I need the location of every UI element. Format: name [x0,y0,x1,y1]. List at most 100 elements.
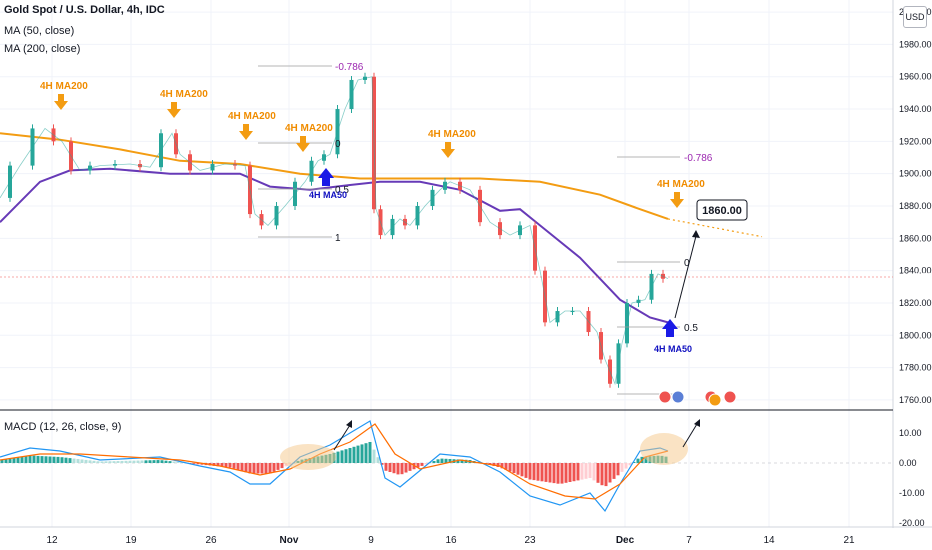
time-tick-label: Dec [616,535,635,546]
macd-histogram-bar [196,463,200,465]
macd-histogram-bar [544,463,548,482]
macd-histogram-bar [588,463,592,478]
macd-histogram-bar [368,442,372,463]
price-tick-label: 1800.00 [899,330,932,340]
macd-histogram-bar [152,460,156,463]
macd-histogram-bar [116,461,120,463]
macd-tick-label: 0.00 [899,458,917,468]
macd-histogram-bar [276,463,280,470]
macd-histogram-bar [424,463,428,465]
macd-histogram-bar [596,463,600,483]
projection-arrow [674,230,700,319]
macd-histogram-bar [372,449,376,463]
macd-histogram-bar [32,455,36,463]
macd-histogram-bar [644,456,648,463]
macd-histogram-bar [16,457,20,463]
macd-histogram-bar [400,463,404,475]
price-tick-label: 1840.00 [899,266,932,276]
macd-histogram-bar [516,463,520,475]
macd-histogram-bar [540,463,544,482]
macd-histogram-bar [124,460,128,463]
svg-text:4H MA200: 4H MA200 [160,89,208,100]
ma200-legend[interactable]: MA (200, close) [4,43,81,55]
ma200-dotted-projection [667,218,763,238]
macd-histogram-bar [212,463,216,466]
macd-histogram-bar [280,463,284,469]
macd-histogram-bar [36,455,40,463]
macd-histogram-bar [376,457,380,463]
macd-histogram-bar [616,463,620,476]
economic-event-icons [658,390,737,407]
macd-histogram-bar [564,463,568,483]
macd-histogram-bar [220,463,224,467]
ma50-legend[interactable]: MA (50, close) [4,25,75,37]
macd-histogram-bar [380,463,384,465]
time-tick-label: 14 [763,535,775,546]
macd-histogram-bar [24,456,28,463]
macd-histogram-bar [524,463,528,478]
price-line [0,76,669,386]
macd-histogram-bar [396,463,400,475]
macd-histogram-bar [8,458,12,463]
macd-histogram-bar [96,461,100,463]
macd-histogram-bar [108,461,112,463]
candle-body [570,311,575,313]
macd-histogram-bar [384,463,388,471]
macd-histogram-bar [144,460,148,463]
macd-histogram-bar [264,463,268,474]
macd-histogram-bar [432,460,436,463]
time-tick-label: 9 [368,535,374,546]
macd-histogram-bar [0,459,4,463]
macd-histogram-bar [352,446,356,463]
macd-histogram-bar [576,463,580,481]
time-tick-label: 19 [125,535,137,546]
fib-label-1-left: 1 [335,233,341,244]
macd-histogram-bar [444,458,448,463]
ma200-projection [667,218,763,238]
macd-series-line [0,420,669,513]
macd-histogram-bar [636,458,640,463]
macd-tick-label: -10.00 [899,488,925,498]
macd-histogram-bar [604,463,608,487]
moving-average-lines [0,132,669,324]
fib-retracement-left: -0.786 0 0.5 1 [258,62,364,244]
svg-text:4H MA50: 4H MA50 [309,190,347,200]
macd-histogram-bar [360,444,364,463]
macd-histogram-bar [632,461,636,463]
macd-histogram-bar [100,461,104,463]
macd-histogram-bar [600,463,604,486]
macd-histogram-bar [392,463,396,474]
fib-label-neg786-left: -0.786 [335,62,364,73]
macd-histogram-bar [48,456,52,463]
macd-histogram-bar [44,456,48,463]
macd-histogram-bar [68,458,72,463]
ma50-annotation-1: 4H MA50 [309,168,347,200]
price-tick-label: 1920.00 [899,136,932,146]
macd-histogram-bar [628,463,632,466]
macd-histogram-bar [356,445,360,463]
price-tick-label: 1900.00 [899,169,932,179]
macd-histogram-bar [520,463,524,477]
macd-histogram-bar [568,463,572,482]
price-tick-label: 1960.00 [899,72,932,82]
macd-histogram-bar [60,457,64,463]
macd-histogram-bar [156,460,160,463]
time-tick-label: 16 [445,535,457,546]
macd-tick-label: 10.00 [899,428,922,438]
macd-histogram-bar [508,463,512,472]
macd-histogram-bar [500,463,504,469]
macd-histogram-bar [240,463,244,472]
macd-histogram-bar [4,459,8,463]
macd-histogram-bar [620,463,624,472]
macd-histogram-bar [64,457,68,463]
macd-tick-label: -20.00 [899,518,925,528]
macd-histogram-bar [232,463,236,469]
currency-button[interactable]: USD [903,6,927,28]
svg-text:4H MA50: 4H MA50 [654,344,692,354]
macd-histogram-bar [168,461,172,463]
macd-histogram-bar [128,460,132,463]
fib-label-05-left: 0.5 [335,185,349,196]
macd-legend[interactable]: MACD (12, 26, close, 9) [4,421,122,433]
price-tick-label: 1980.00 [899,39,932,49]
macd-histogram-bar [496,463,500,467]
